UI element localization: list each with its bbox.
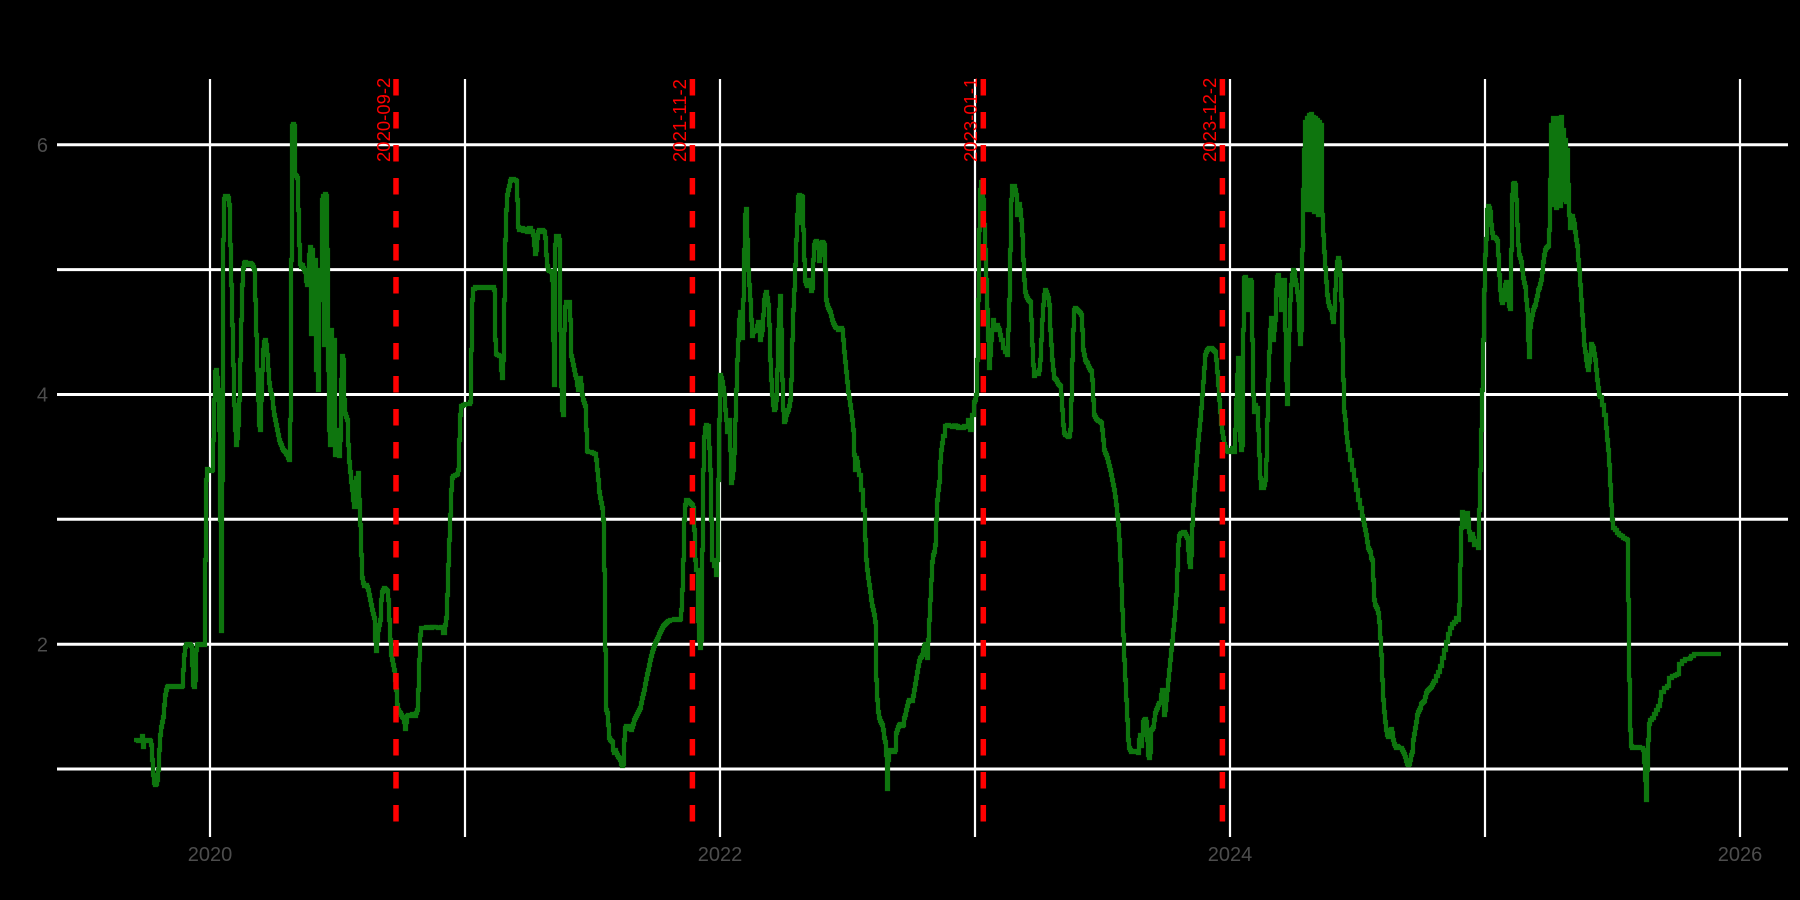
svg-text:2023-12-20: 2023-12-20 <box>1199 67 1220 162</box>
svg-text:2020-09-21: 2020-09-21 <box>373 67 394 162</box>
svg-text:2023-01-12: 2023-01-12 <box>960 67 981 162</box>
svg-text:6: 6 <box>37 135 48 157</box>
svg-text:2021-11-22: 2021-11-22 <box>669 69 690 162</box>
svg-text:2020: 2020 <box>188 844 233 866</box>
svg-text:2: 2 <box>37 634 48 656</box>
svg-text:2024: 2024 <box>1208 844 1253 866</box>
svg-text:2022: 2022 <box>698 844 743 866</box>
svg-text:2026: 2026 <box>1718 844 1763 866</box>
svg-text:4: 4 <box>37 385 48 407</box>
